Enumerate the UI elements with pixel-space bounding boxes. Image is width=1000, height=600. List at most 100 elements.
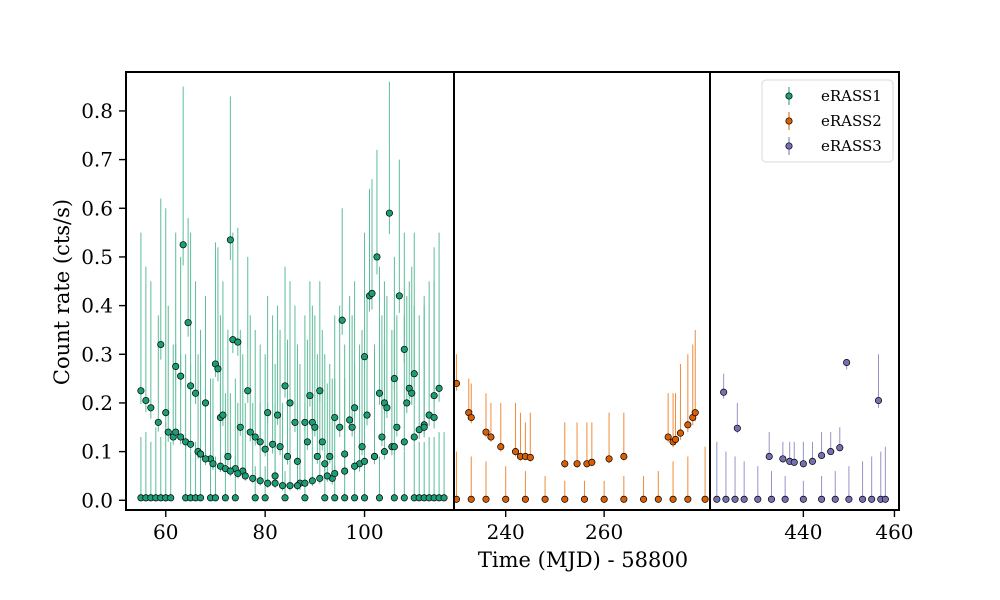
data-point [177,433,185,441]
data-point [234,469,242,478]
data-point [620,452,628,461]
data-point [323,472,331,480]
data-point [162,409,170,417]
y-tick-label: 0.4 [81,294,113,318]
y-axis-label: Count rate (cts/s) [50,199,74,385]
data-point [341,450,349,458]
data-point [301,479,309,487]
y-tick-label: 0.8 [81,99,113,123]
data-point [201,455,210,463]
data-point [219,411,227,419]
data-point [187,382,195,390]
data-point [701,495,709,503]
legend-marker [785,117,793,125]
data-point [588,458,596,466]
data-point [321,494,329,502]
data-point [308,477,316,485]
data-point [808,457,817,465]
data-point [541,495,549,503]
data-point [360,457,369,465]
data-point [164,428,172,436]
data-point [179,241,187,249]
data-point [403,399,411,407]
data-point [271,479,279,487]
data-point [859,495,867,503]
data-point [281,494,289,502]
data-point [306,392,314,400]
x-tick-label: 60 [153,520,178,544]
data-points [454,379,709,503]
data-point [286,482,294,490]
x-tick-label: 100 [345,520,383,544]
data-point [316,387,324,395]
data-point [482,428,490,436]
data-point [765,452,773,461]
data-point [154,418,162,426]
y-tick-label: 0.2 [81,391,113,415]
data-point [331,494,339,502]
data-point [400,345,408,353]
data-point [224,452,232,461]
data-point [831,495,839,503]
data-point [375,494,384,502]
data-point [147,404,155,412]
data-point [561,495,569,503]
data-point [454,495,461,503]
data-point [264,409,272,417]
data-point [754,495,762,503]
legend-marker [785,92,793,100]
x-tick-label: 240 [487,520,525,544]
data-point [184,319,192,327]
data-point [363,411,371,419]
legend-label: eRASS3 [821,137,882,155]
data-point [348,423,356,431]
data-point [177,372,185,380]
data-point [341,467,349,475]
data-point [671,435,680,443]
y-tick-label: 0.5 [81,245,113,269]
data-point [684,495,692,503]
data-point [293,457,302,465]
data-point [274,411,282,419]
data-point [341,494,349,502]
data-point [639,495,648,503]
data-point [331,469,339,478]
data-point [691,409,699,417]
data-point [722,495,730,503]
data-point [378,433,386,441]
data-point [256,477,264,485]
data-point [467,413,475,422]
data-point [385,209,393,217]
legend-item-erass2: eRASS2 [785,112,882,130]
data-point [799,495,807,503]
data-point [346,416,354,424]
data-point [654,495,662,503]
data-point [236,423,244,431]
data-point [276,443,284,451]
error-bars [455,329,706,502]
data-point [351,494,359,502]
data-point [301,418,309,426]
data-point [799,460,807,468]
data-point [482,495,490,503]
data-point [301,494,309,502]
legend-item-erass1: eRASS1 [785,87,882,105]
data-point [249,474,257,482]
data-point [326,452,334,461]
data-point [400,438,408,446]
data-point [740,495,748,503]
data-point [303,438,311,446]
data-point [620,495,628,503]
panels-layer: 60 80 100 240 260 440 460 [125,71,914,544]
y-tick-label: 0.7 [81,148,113,172]
data-point [390,375,398,383]
data-point [137,387,145,395]
data-point [251,433,259,441]
data-point [390,494,398,502]
panel-frame [709,71,900,511]
data-point [390,443,398,451]
data-point [497,443,505,451]
data-point [256,438,264,446]
data-point [196,494,205,502]
